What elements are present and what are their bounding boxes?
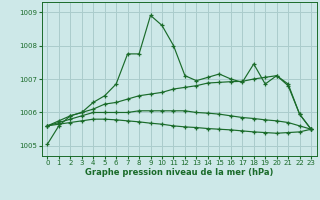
X-axis label: Graphe pression niveau de la mer (hPa): Graphe pression niveau de la mer (hPa) [85,168,273,177]
